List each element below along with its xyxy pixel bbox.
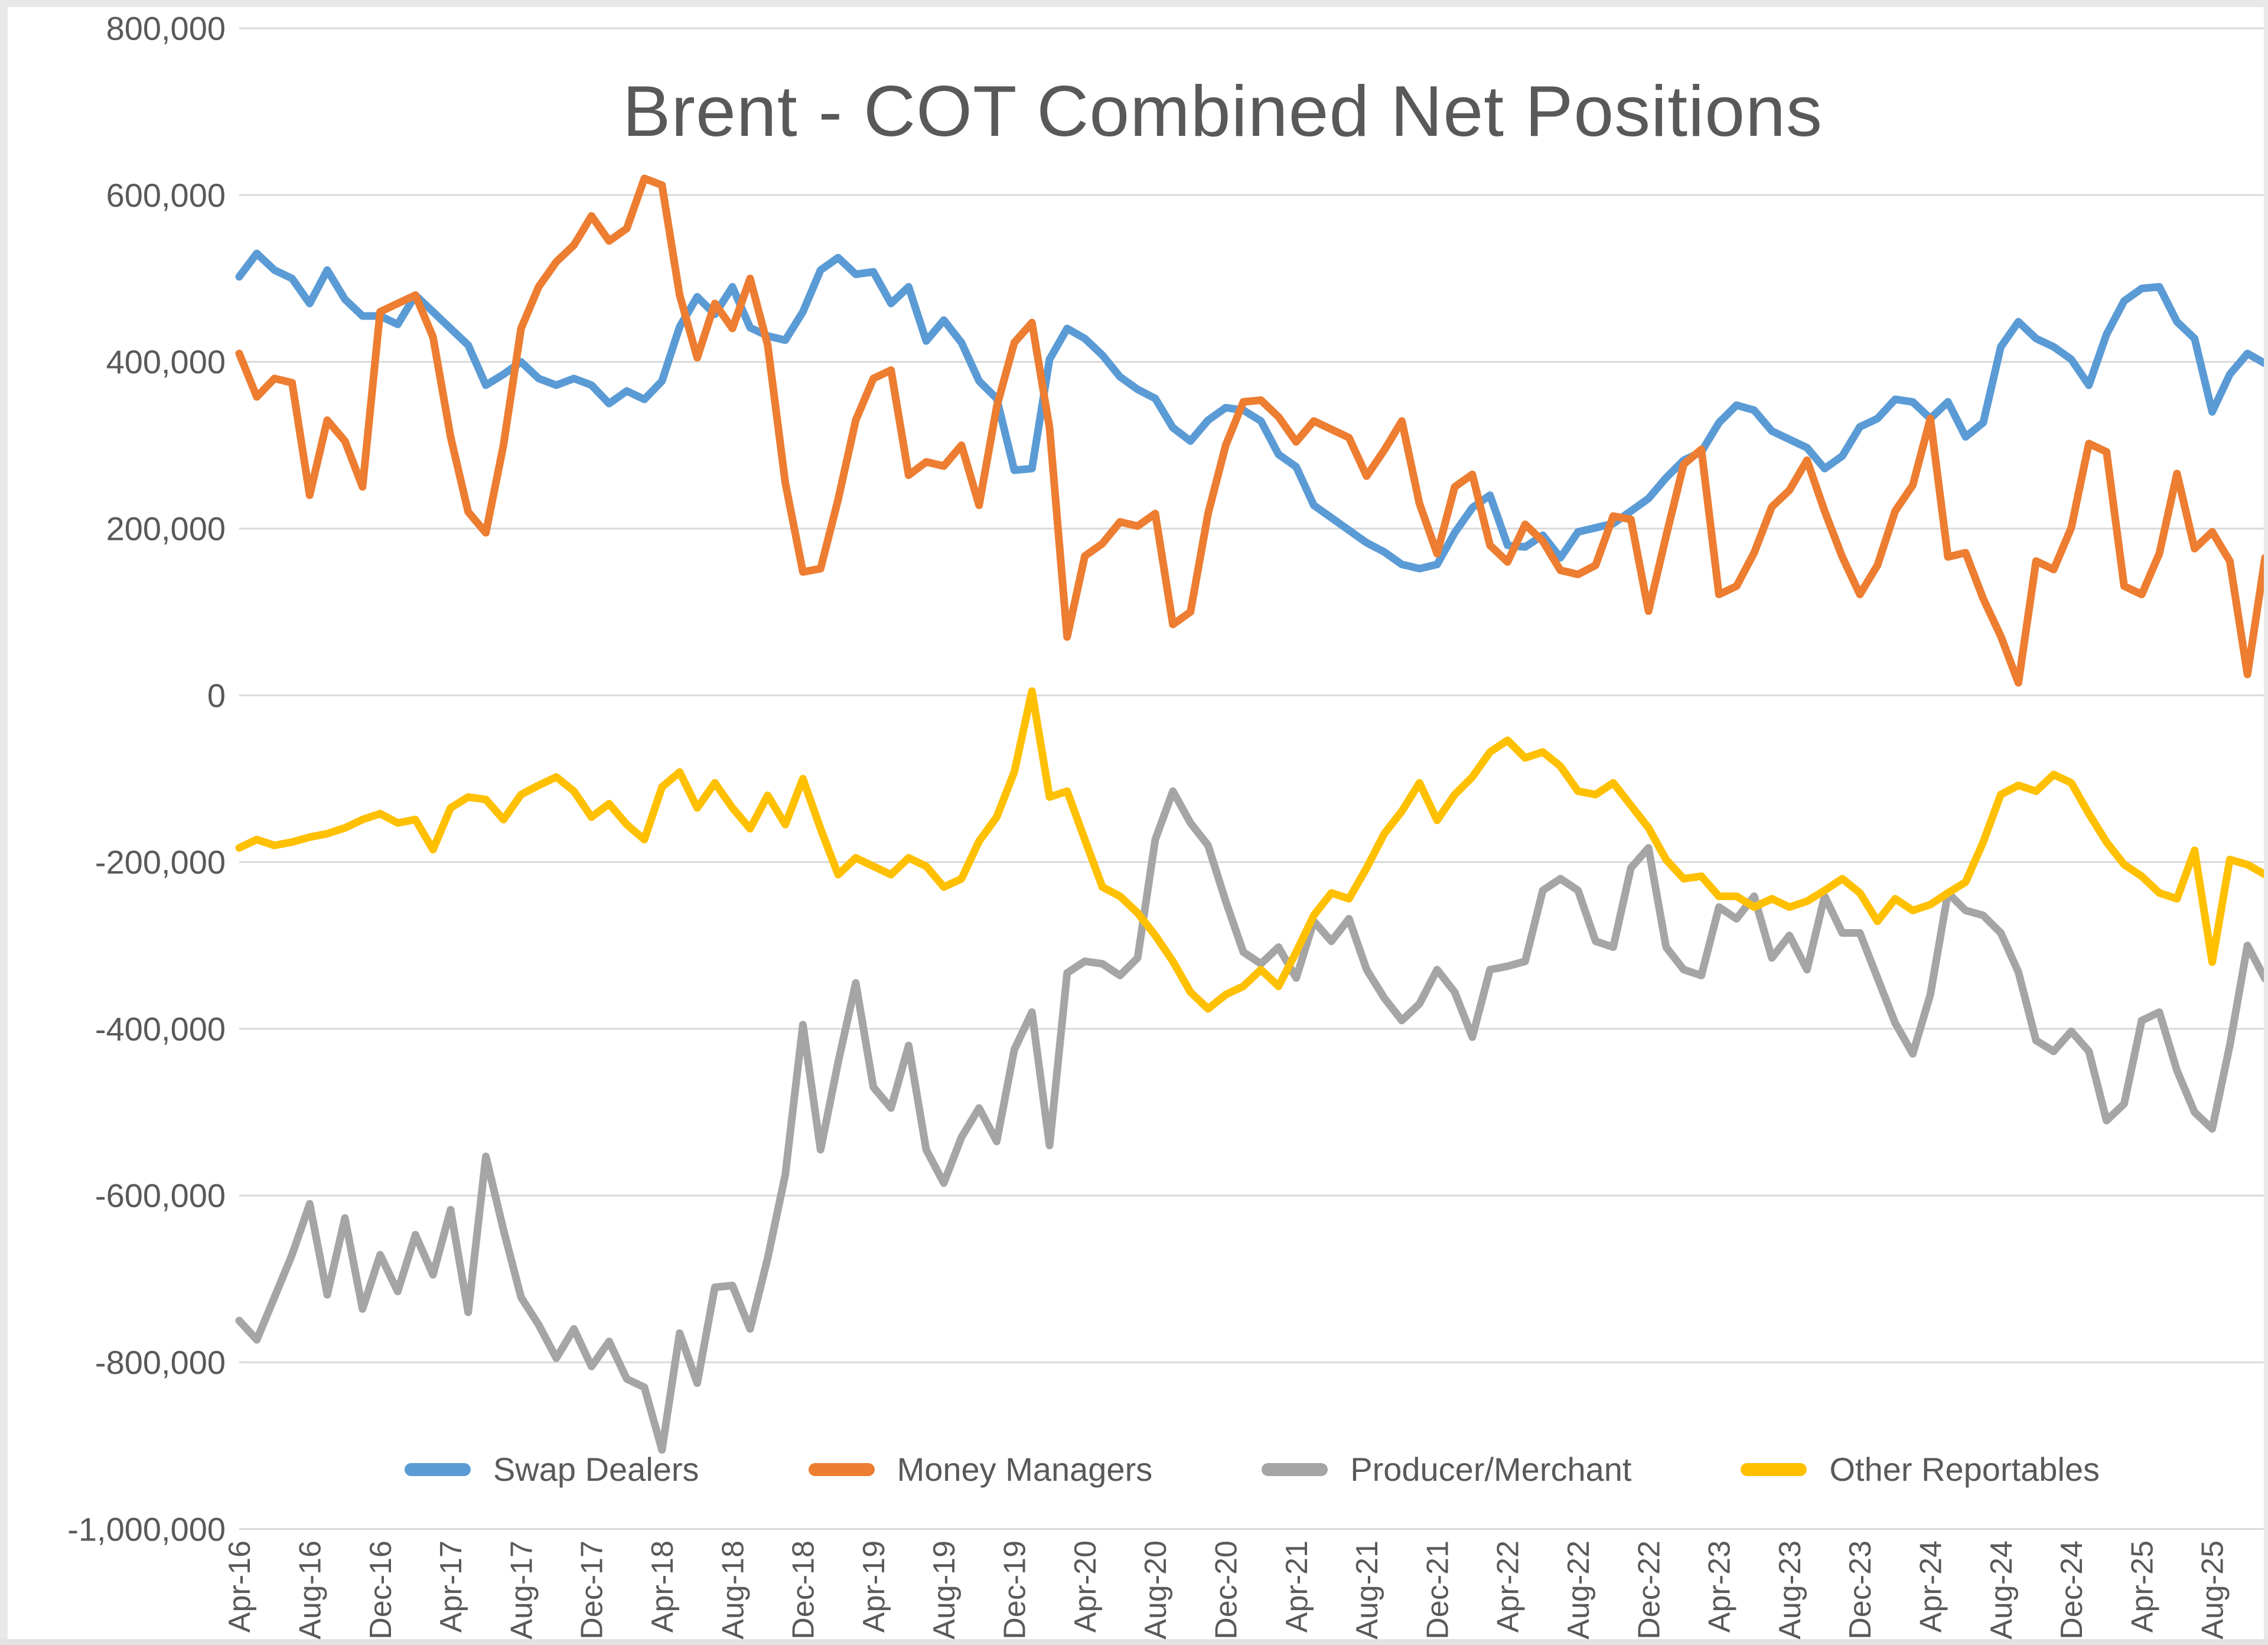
window-border-bottom <box>0 1639 2268 1645</box>
x-axis-label-Aug-18: Aug-18 <box>716 1540 750 1640</box>
x-axis-label-Apr-19: Apr-19 <box>857 1540 891 1633</box>
legend-item-other-reportables: Other Reportables <box>1741 1450 2100 1488</box>
x-axis-label-Dec-20: Dec-20 <box>1209 1540 1243 1640</box>
y-axis-label-0: 0 <box>207 677 226 714</box>
y-axis-label-200,000: 200,000 <box>106 510 226 548</box>
x-axis-label-Apr-22: Apr-22 <box>1491 1540 1526 1633</box>
window-border-top <box>0 0 2268 7</box>
x-axis-label-Apr-20: Apr-20 <box>1068 1540 1103 1633</box>
x-axis-label-Dec-22: Dec-22 <box>1632 1540 1666 1640</box>
x-axis-label-Dec-23: Dec-23 <box>1843 1540 1878 1640</box>
x-axis-label-Aug-23: Aug-23 <box>1773 1540 1807 1640</box>
window-border-right <box>2264 0 2268 1645</box>
legend-item-producer-merchant: Producer/Merchant <box>1262 1450 1631 1488</box>
x-axis-label-Dec-24: Dec-24 <box>2055 1540 2089 1640</box>
x-axis-label-Aug-24: Aug-24 <box>1984 1540 2019 1640</box>
x-axis-label-Aug-19: Aug-19 <box>927 1540 962 1640</box>
x-axis-label-Apr-25: Apr-25 <box>2125 1540 2159 1633</box>
x-axis-label-Dec-21: Dec-21 <box>1420 1540 1455 1640</box>
x-axis-label-Apr-23: Apr-23 <box>1703 1540 1737 1633</box>
series-line-other-reportables <box>235 687 2268 1013</box>
x-axis-label-Apr-16: Apr-16 <box>223 1540 257 1633</box>
y-axis-label--600,000: -600,000 <box>95 1177 226 1214</box>
y-axis-label-600,000: 600,000 <box>106 177 226 214</box>
x-axis-label-Aug-17: Aug-17 <box>504 1540 539 1640</box>
x-axis-label-Aug-21: Aug-21 <box>1350 1540 1384 1640</box>
x-axis-label-Apr-18: Apr-18 <box>646 1540 680 1633</box>
x-axis-label-Dec-19: Dec-19 <box>998 1540 1032 1640</box>
legend-item-money-managers: Money Managers <box>808 1450 1153 1488</box>
x-axis-label-Aug-16: Aug-16 <box>294 1540 328 1640</box>
x-axis-label-Aug-20: Aug-20 <box>1139 1540 1173 1640</box>
y-axis-label--200,000: -200,000 <box>95 843 226 881</box>
legend-swatch-icon <box>1741 1462 1807 1476</box>
legend-label: Swap Dealers <box>493 1451 699 1488</box>
y-axis-label-800,000: 800,000 <box>106 10 226 47</box>
y-axis-label--1,000,000: -1,000,000 <box>67 1510 226 1548</box>
legend-swatch-icon <box>404 1462 471 1476</box>
y-axis-label--400,000: -400,000 <box>95 1010 226 1047</box>
legend-label: Producer/Merchant <box>1350 1451 1632 1488</box>
chart-legend: Swap Dealers Money Managers Producer/Merch… <box>239 1441 2265 1497</box>
chart-title: Brent - COT Combined Net Positions <box>623 71 1823 151</box>
series-line-swap-dealers <box>235 249 2268 573</box>
series-line-producer-merchant <box>235 787 2268 1454</box>
legend-swatch-icon <box>808 1462 875 1476</box>
legend-item-swap-dealers: Swap Dealers <box>404 1450 699 1488</box>
x-axis-label-Apr-21: Apr-21 <box>1280 1540 1314 1633</box>
x-axis-label-Dec-17: Dec-17 <box>575 1540 610 1640</box>
legend-label: Other Reportables <box>1829 1451 2100 1488</box>
x-axis-label-Apr-17: Apr-17 <box>434 1540 468 1633</box>
x-axis-label-Dec-18: Dec-18 <box>787 1540 821 1640</box>
x-axis-label-Dec-16: Dec-16 <box>364 1540 398 1640</box>
legend-swatch-icon <box>1262 1462 1328 1476</box>
series-line-money-managers <box>235 174 2268 687</box>
x-axis-label-Aug-22: Aug-22 <box>1562 1540 1596 1640</box>
x-axis-label-Aug-25: Aug-25 <box>2196 1540 2230 1640</box>
window-border-left <box>0 0 8 1645</box>
y-axis-label-400,000: 400,000 <box>106 343 226 380</box>
x-axis-label-Apr-24: Apr-24 <box>1914 1540 1948 1633</box>
legend-label: Money Managers <box>897 1451 1153 1488</box>
y-axis-label--800,000: -800,000 <box>95 1344 226 1381</box>
